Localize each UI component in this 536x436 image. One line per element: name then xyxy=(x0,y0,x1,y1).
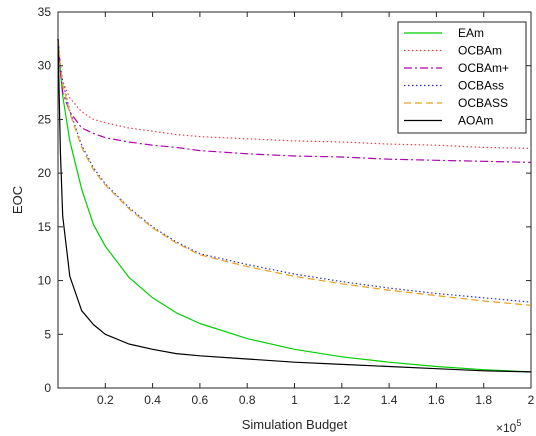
y-tick-label: 20 xyxy=(38,166,52,180)
y-axis-label: EOC xyxy=(10,186,25,214)
x-axis-exponent-base: ×10 xyxy=(496,421,517,435)
x-tick-label: 2 xyxy=(528,393,535,407)
legend-item: OCBASS xyxy=(404,96,508,110)
y-tick-label: 5 xyxy=(44,327,51,341)
x-tick-label: 1.6 xyxy=(428,393,445,407)
x-axis-exponent-power: 5 xyxy=(516,418,521,428)
x-axis-exponent: ×105 xyxy=(496,418,521,435)
legend-item: OCBAss xyxy=(404,79,504,93)
legend-item: EAm xyxy=(404,26,484,40)
x-axis-label: Simulation Budget xyxy=(242,417,348,432)
x-tick-label: 0.4 xyxy=(144,393,161,407)
legend: EAm OCBAm OCBAm+ OCBAss OCBASS AOAm xyxy=(397,21,527,134)
y-tick-label: 30 xyxy=(38,59,52,73)
y-tick-label: 0 xyxy=(44,381,51,395)
legend-label: OCBAm xyxy=(458,44,502,58)
x-tick-label: 0.6 xyxy=(192,393,209,407)
y-tick-label: 10 xyxy=(38,274,52,288)
legend-label: OCBAm+ xyxy=(458,61,509,75)
x-tick-label: 0.8 xyxy=(239,393,256,407)
series-line-aoam xyxy=(57,38,532,373)
series-lines xyxy=(57,38,532,373)
y-tick-label: 15 xyxy=(38,220,52,234)
y-tick-label: 35 xyxy=(38,5,52,19)
legend-label: OCBASS xyxy=(458,96,508,110)
x-tick-label: 1 xyxy=(291,393,298,407)
legend-item: OCBAm xyxy=(404,44,502,58)
x-tick-label: 1.4 xyxy=(381,393,398,407)
x-tick-label: 1.8 xyxy=(475,393,492,407)
legend-label: AOAm xyxy=(458,114,493,128)
x-tick-label: 1.2 xyxy=(333,393,350,407)
series-line-eam xyxy=(57,38,532,373)
legend-label: EAm xyxy=(458,26,484,40)
legend-item: AOAm xyxy=(404,114,493,128)
y-tick-label: 25 xyxy=(38,112,52,126)
legend-item: OCBAm+ xyxy=(404,61,509,75)
legend-label: OCBAss xyxy=(458,79,504,93)
legend-box xyxy=(397,21,527,134)
series-line-ocbam xyxy=(57,38,532,149)
series-line-ocbass xyxy=(57,38,532,306)
x-tick-label: 0.2 xyxy=(97,393,114,407)
